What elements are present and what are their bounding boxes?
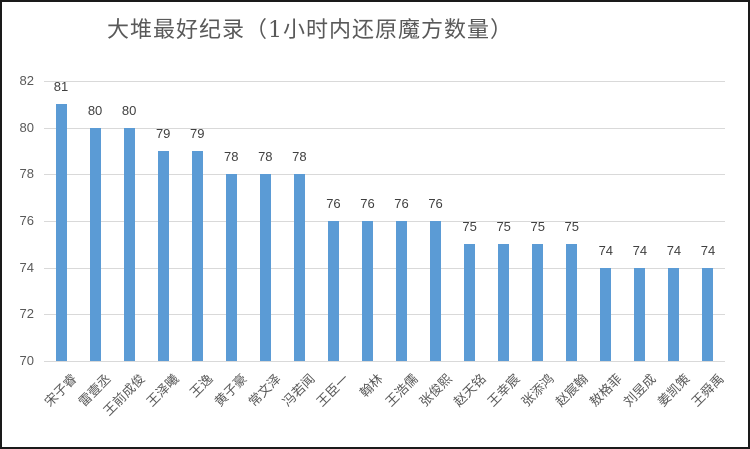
gridline: [44, 314, 725, 316]
gridline: [44, 267, 725, 269]
y-tick-label: 78: [19, 166, 34, 182]
data-label: 76: [360, 196, 375, 211]
data-label: 75: [564, 219, 579, 235]
bar: [498, 244, 510, 361]
data-label: 75: [462, 219, 477, 235]
data-label: 79: [155, 126, 171, 141]
bar: [668, 267, 680, 361]
bar: [634, 267, 646, 361]
bar: [123, 127, 135, 361]
gridline: [44, 174, 725, 176]
bar: [430, 221, 442, 361]
data-label: 78: [292, 149, 307, 165]
y-tick-label: 72: [19, 306, 34, 322]
bar: [191, 151, 203, 361]
bar: [600, 267, 612, 361]
bar: [293, 174, 305, 361]
bar: [259, 174, 271, 361]
data-label: 75: [496, 219, 511, 235]
gridline: [44, 221, 725, 222]
gridline: [44, 127, 725, 129]
data-label: 76: [428, 196, 443, 211]
data-label: 78: [258, 149, 273, 165]
bar: [225, 174, 237, 361]
data-label: 75: [530, 219, 545, 235]
data-label: 76: [394, 196, 409, 211]
bar: [157, 151, 169, 361]
data-label: 78: [224, 149, 239, 165]
data-label: 81: [53, 79, 69, 95]
data-label: 80: [87, 102, 103, 118]
data-label: 80: [121, 102, 137, 118]
bar: [702, 267, 714, 361]
bar: [464, 244, 476, 361]
data-label: 76: [326, 196, 341, 211]
bar: [361, 221, 373, 361]
gridline: [44, 361, 725, 362]
data-label: 79: [189, 126, 205, 141]
bar: [396, 221, 408, 361]
y-tick-label: 74: [19, 259, 34, 275]
bar: [566, 244, 578, 361]
data-label: 74: [598, 242, 614, 258]
gridline: [44, 81, 725, 82]
y-tick-label: 76: [19, 213, 34, 228]
data-label: 74: [666, 242, 682, 258]
bar: [532, 244, 544, 361]
chart-title: 大堆最好纪录（1小时内还原魔方数量）: [0, 12, 750, 44]
y-tick-label: 82: [19, 73, 34, 88]
bar: [327, 221, 339, 361]
y-tick-label: 70: [19, 353, 34, 368]
bar: [89, 127, 101, 361]
chart-title-text: 大堆最好纪录（1小时内还原魔方数量）: [107, 18, 513, 43]
bar: [55, 104, 67, 361]
y-tick-label: 80: [19, 119, 34, 135]
plot-area: 70 72 74 76 78 80 82 81 宋子睿 80 雷壹丞 80 王前成俊 79 王泽曦 79 王逸 7…: [20, 73, 728, 419]
data-label: 74: [700, 242, 716, 258]
data-label: 74: [632, 242, 648, 258]
